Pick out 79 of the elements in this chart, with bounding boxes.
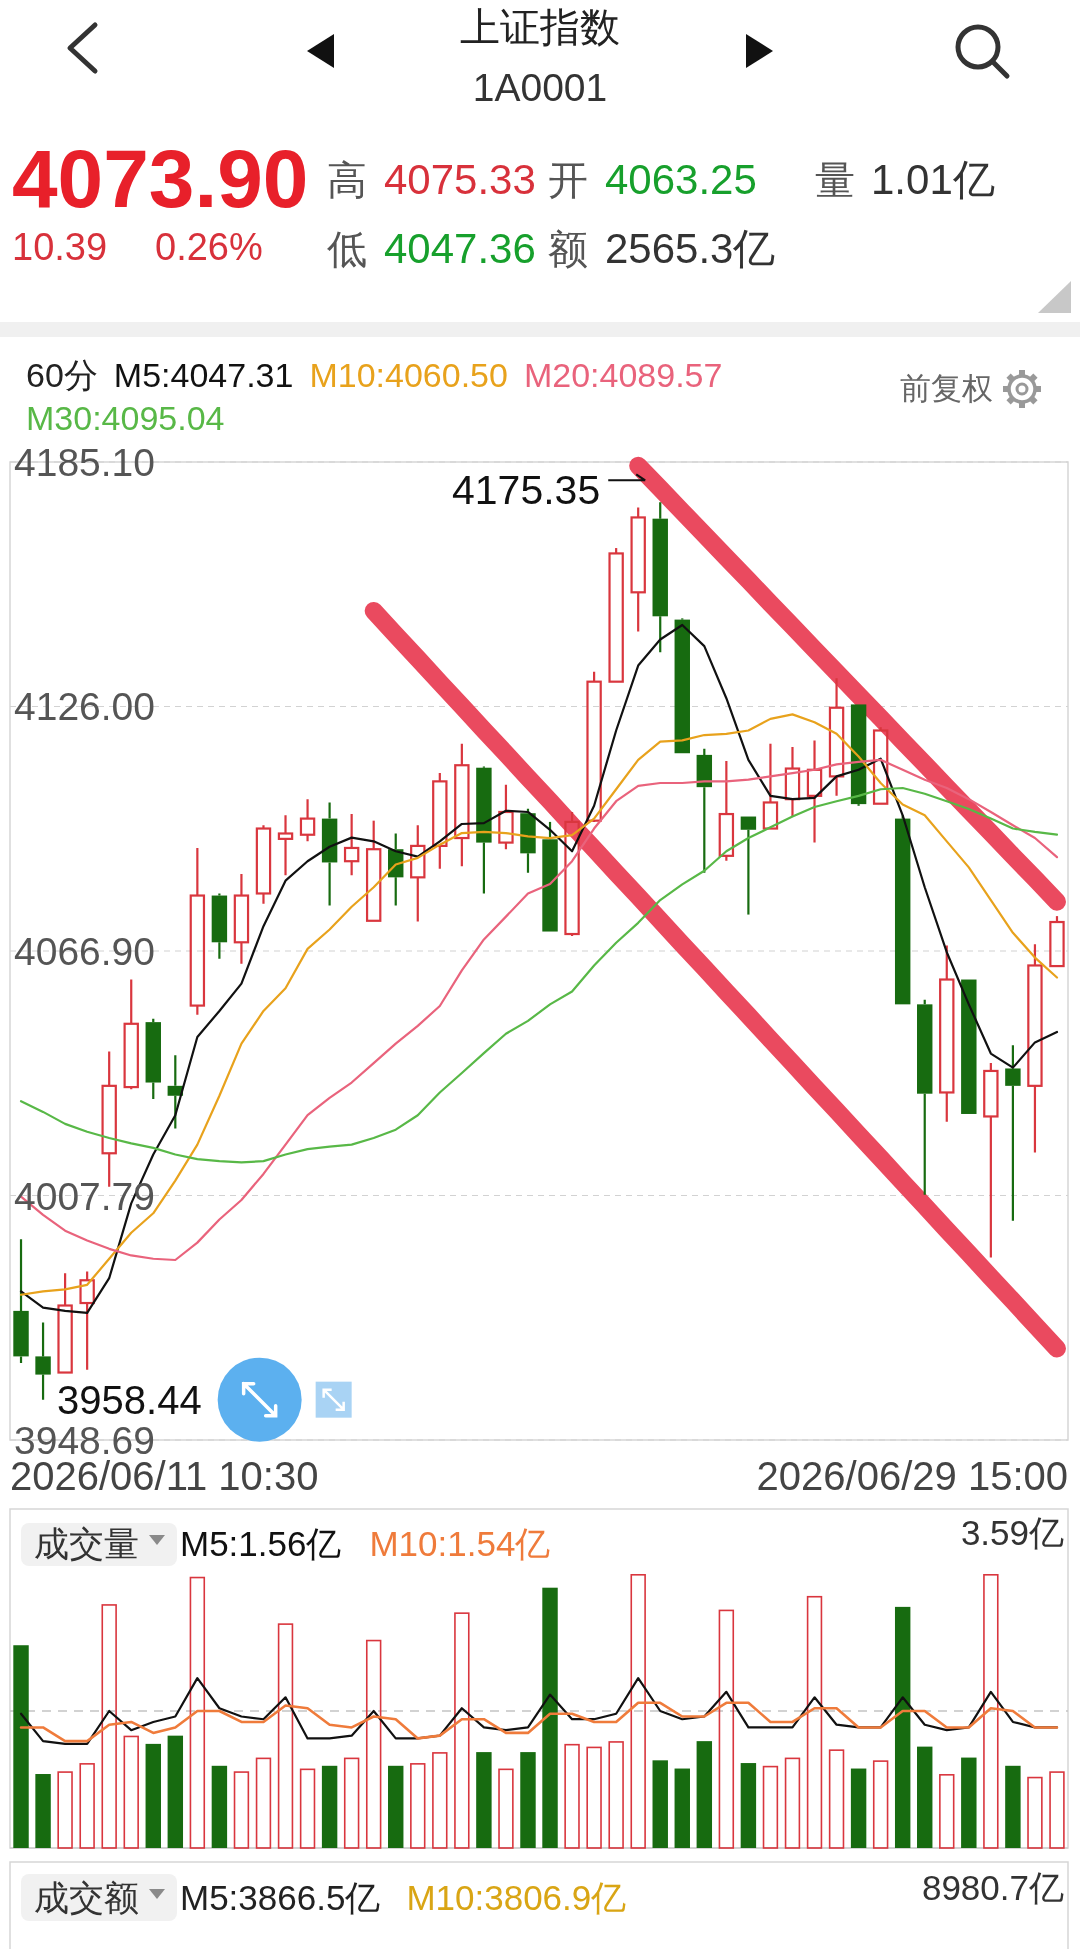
text: 额 bbox=[548, 227, 588, 271]
text: 量 bbox=[815, 158, 855, 202]
bar bbox=[211, 1765, 228, 1848]
bar bbox=[740, 1763, 757, 1848]
bar bbox=[784, 1757, 801, 1849]
bar bbox=[542, 1587, 558, 1848]
bar bbox=[145, 1743, 161, 1848]
bar bbox=[652, 1760, 668, 1848]
bar bbox=[13, 1645, 29, 1848]
annotation: 4175.35 bbox=[452, 467, 601, 514]
bar bbox=[57, 1771, 73, 1849]
text: M5:3866.5亿 bbox=[180, 1878, 381, 1917]
bar bbox=[189, 1576, 206, 1849]
bar bbox=[630, 1574, 646, 1849]
bar bbox=[299, 1768, 316, 1849]
bar bbox=[894, 1606, 911, 1848]
bar bbox=[321, 1765, 338, 1848]
text: 高 bbox=[327, 158, 367, 202]
bar bbox=[564, 1743, 580, 1849]
bar bbox=[365, 1639, 382, 1849]
text: 1.01亿 bbox=[871, 156, 995, 203]
bar bbox=[806, 1595, 823, 1849]
bar bbox=[1049, 1771, 1065, 1849]
text: 4047.36 bbox=[384, 225, 536, 272]
bar bbox=[123, 1735, 139, 1849]
legend: 60分 M5:4047.31 M10:4060.50 M20:4089.57 M30:4095.04 bbox=[26, 356, 723, 437]
legend-title: 成交量 bbox=[34, 1524, 139, 1563]
bar bbox=[718, 1609, 735, 1849]
text: 3.59亿 bbox=[960, 1513, 1064, 1552]
text: 4073.90 bbox=[12, 133, 309, 224]
text: 0.26% bbox=[155, 226, 263, 268]
bar bbox=[388, 1765, 404, 1848]
text: 低 bbox=[327, 227, 367, 271]
bar bbox=[762, 1765, 779, 1849]
bar bbox=[476, 1752, 492, 1848]
bar bbox=[454, 1612, 470, 1849]
text: 开 bbox=[548, 158, 588, 202]
bar bbox=[410, 1763, 426, 1849]
text: 1A0001 bbox=[472, 66, 608, 109]
bar bbox=[343, 1757, 360, 1849]
legend: M5:1.56亿 M10:1.54亿 bbox=[180, 1524, 551, 1563]
text: 上证指数 bbox=[460, 5, 620, 49]
bar bbox=[35, 1774, 51, 1848]
text: 2565.3亿 bbox=[605, 225, 776, 272]
annotation: 3958.44 bbox=[57, 1377, 202, 1422]
bar bbox=[233, 1771, 250, 1849]
y-tick-label: 4126.00 bbox=[14, 685, 155, 729]
text: 2026/06/11 10:30 bbox=[10, 1454, 319, 1498]
bar bbox=[696, 1741, 713, 1848]
text: 前复权 bbox=[900, 371, 993, 406]
bar bbox=[608, 1741, 624, 1849]
bar bbox=[432, 1752, 448, 1849]
text: 10.39 bbox=[12, 226, 108, 268]
bar bbox=[79, 1763, 95, 1849]
bar bbox=[674, 1768, 690, 1848]
bar bbox=[828, 1749, 845, 1849]
bar bbox=[983, 1574, 999, 1849]
bar bbox=[872, 1760, 889, 1849]
text: 8980.7亿 bbox=[921, 1868, 1064, 1907]
bar bbox=[167, 1735, 184, 1848]
bar bbox=[917, 1746, 933, 1848]
bar bbox=[1027, 1776, 1043, 1849]
bar bbox=[1005, 1765, 1021, 1848]
bar bbox=[939, 1774, 955, 1849]
bar bbox=[255, 1757, 272, 1849]
text: M10:3806.9亿 bbox=[406, 1878, 627, 1917]
bar bbox=[520, 1752, 536, 1848]
y-tick-label: 4066.90 bbox=[14, 929, 155, 973]
text: 成交额 bbox=[34, 1878, 139, 1917]
bar bbox=[277, 1623, 294, 1849]
bar bbox=[586, 1746, 602, 1849]
y-tick-label: 4185.10 bbox=[14, 441, 155, 484]
text: 4063.25 bbox=[605, 156, 757, 203]
bar bbox=[101, 1604, 117, 1849]
bar bbox=[850, 1768, 867, 1848]
bar bbox=[498, 1768, 514, 1849]
bar bbox=[961, 1757, 977, 1848]
text: 2026/06/29 15:00 bbox=[756, 1454, 1068, 1498]
text: 4075.33 bbox=[384, 156, 536, 203]
